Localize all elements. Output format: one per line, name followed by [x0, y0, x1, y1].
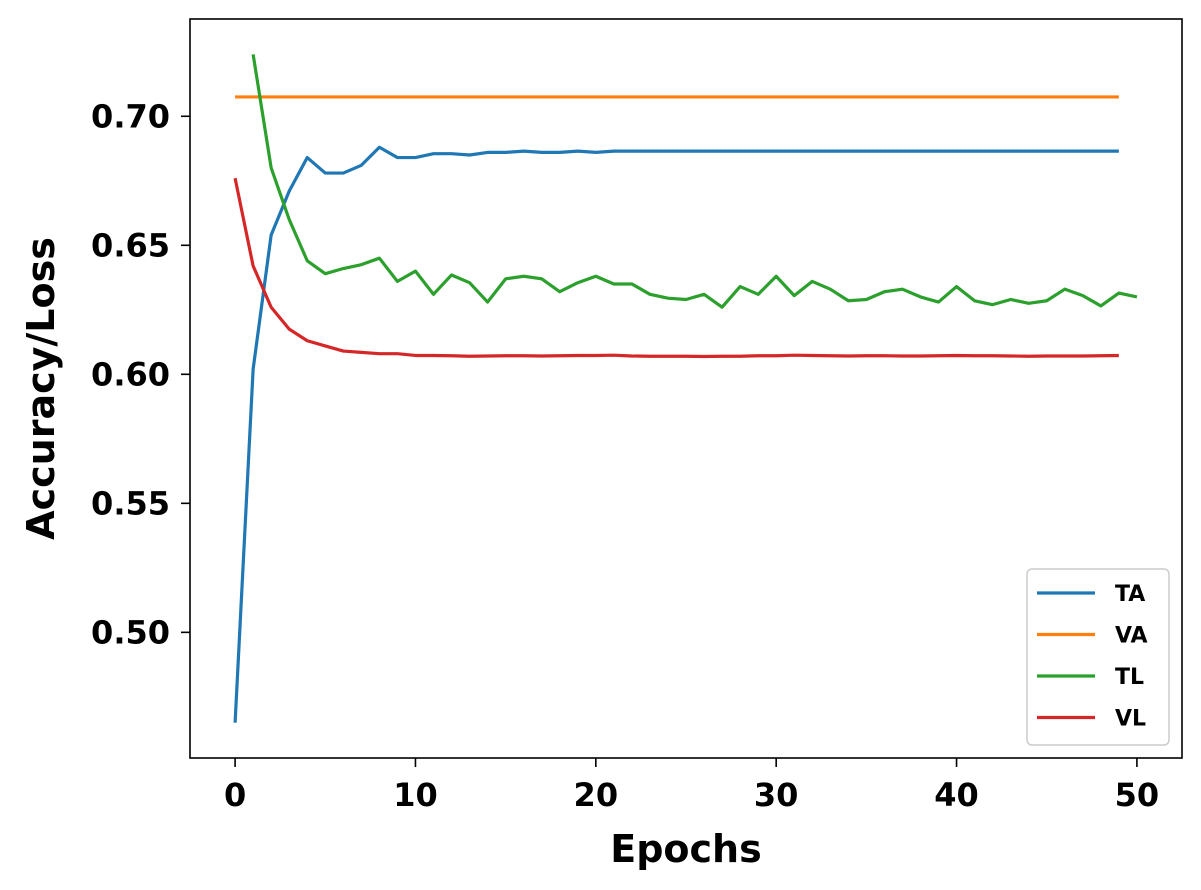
y-tick-label: 0.50 [91, 613, 170, 651]
x-axis-title: Epochs [610, 827, 761, 871]
legend-label-ta: TA [1115, 582, 1145, 607]
y-axis-ticks: 0.50 0.55 0.60 0.65 0.70 [91, 97, 190, 651]
series-layer [233, 54, 1138, 723]
y-tick-label: 0.65 [91, 226, 170, 264]
series-line-ta [233, 145, 1119, 723]
plot-frame [189, 18, 1183, 759]
series-line-vl [233, 177, 1119, 359]
x-tick-label: 10 [393, 776, 438, 814]
y-axis-title: Accuracy/Loss [19, 237, 63, 540]
legend-label-vl: VL [1115, 707, 1146, 732]
x-tick-label: 30 [754, 776, 799, 814]
x-tick-label: 40 [934, 776, 979, 814]
y-tick-label: 0.55 [91, 484, 170, 522]
legend: TA VA TL VL [1026, 568, 1170, 746]
y-tick-label: 0.60 [91, 355, 170, 393]
legend-label-tl: TL [1115, 665, 1144, 690]
x-tick-label: 50 [1115, 776, 1160, 814]
legend-label-va: VA [1115, 624, 1148, 649]
x-axis-ticks: 0 10 20 30 40 50 [224, 758, 1159, 814]
legend-box [1026, 568, 1170, 746]
y-tick-label: 0.70 [91, 97, 170, 135]
x-tick-label: 20 [574, 776, 619, 814]
series-line-tl [251, 54, 1138, 309]
x-tick-label: 0 [224, 776, 246, 814]
